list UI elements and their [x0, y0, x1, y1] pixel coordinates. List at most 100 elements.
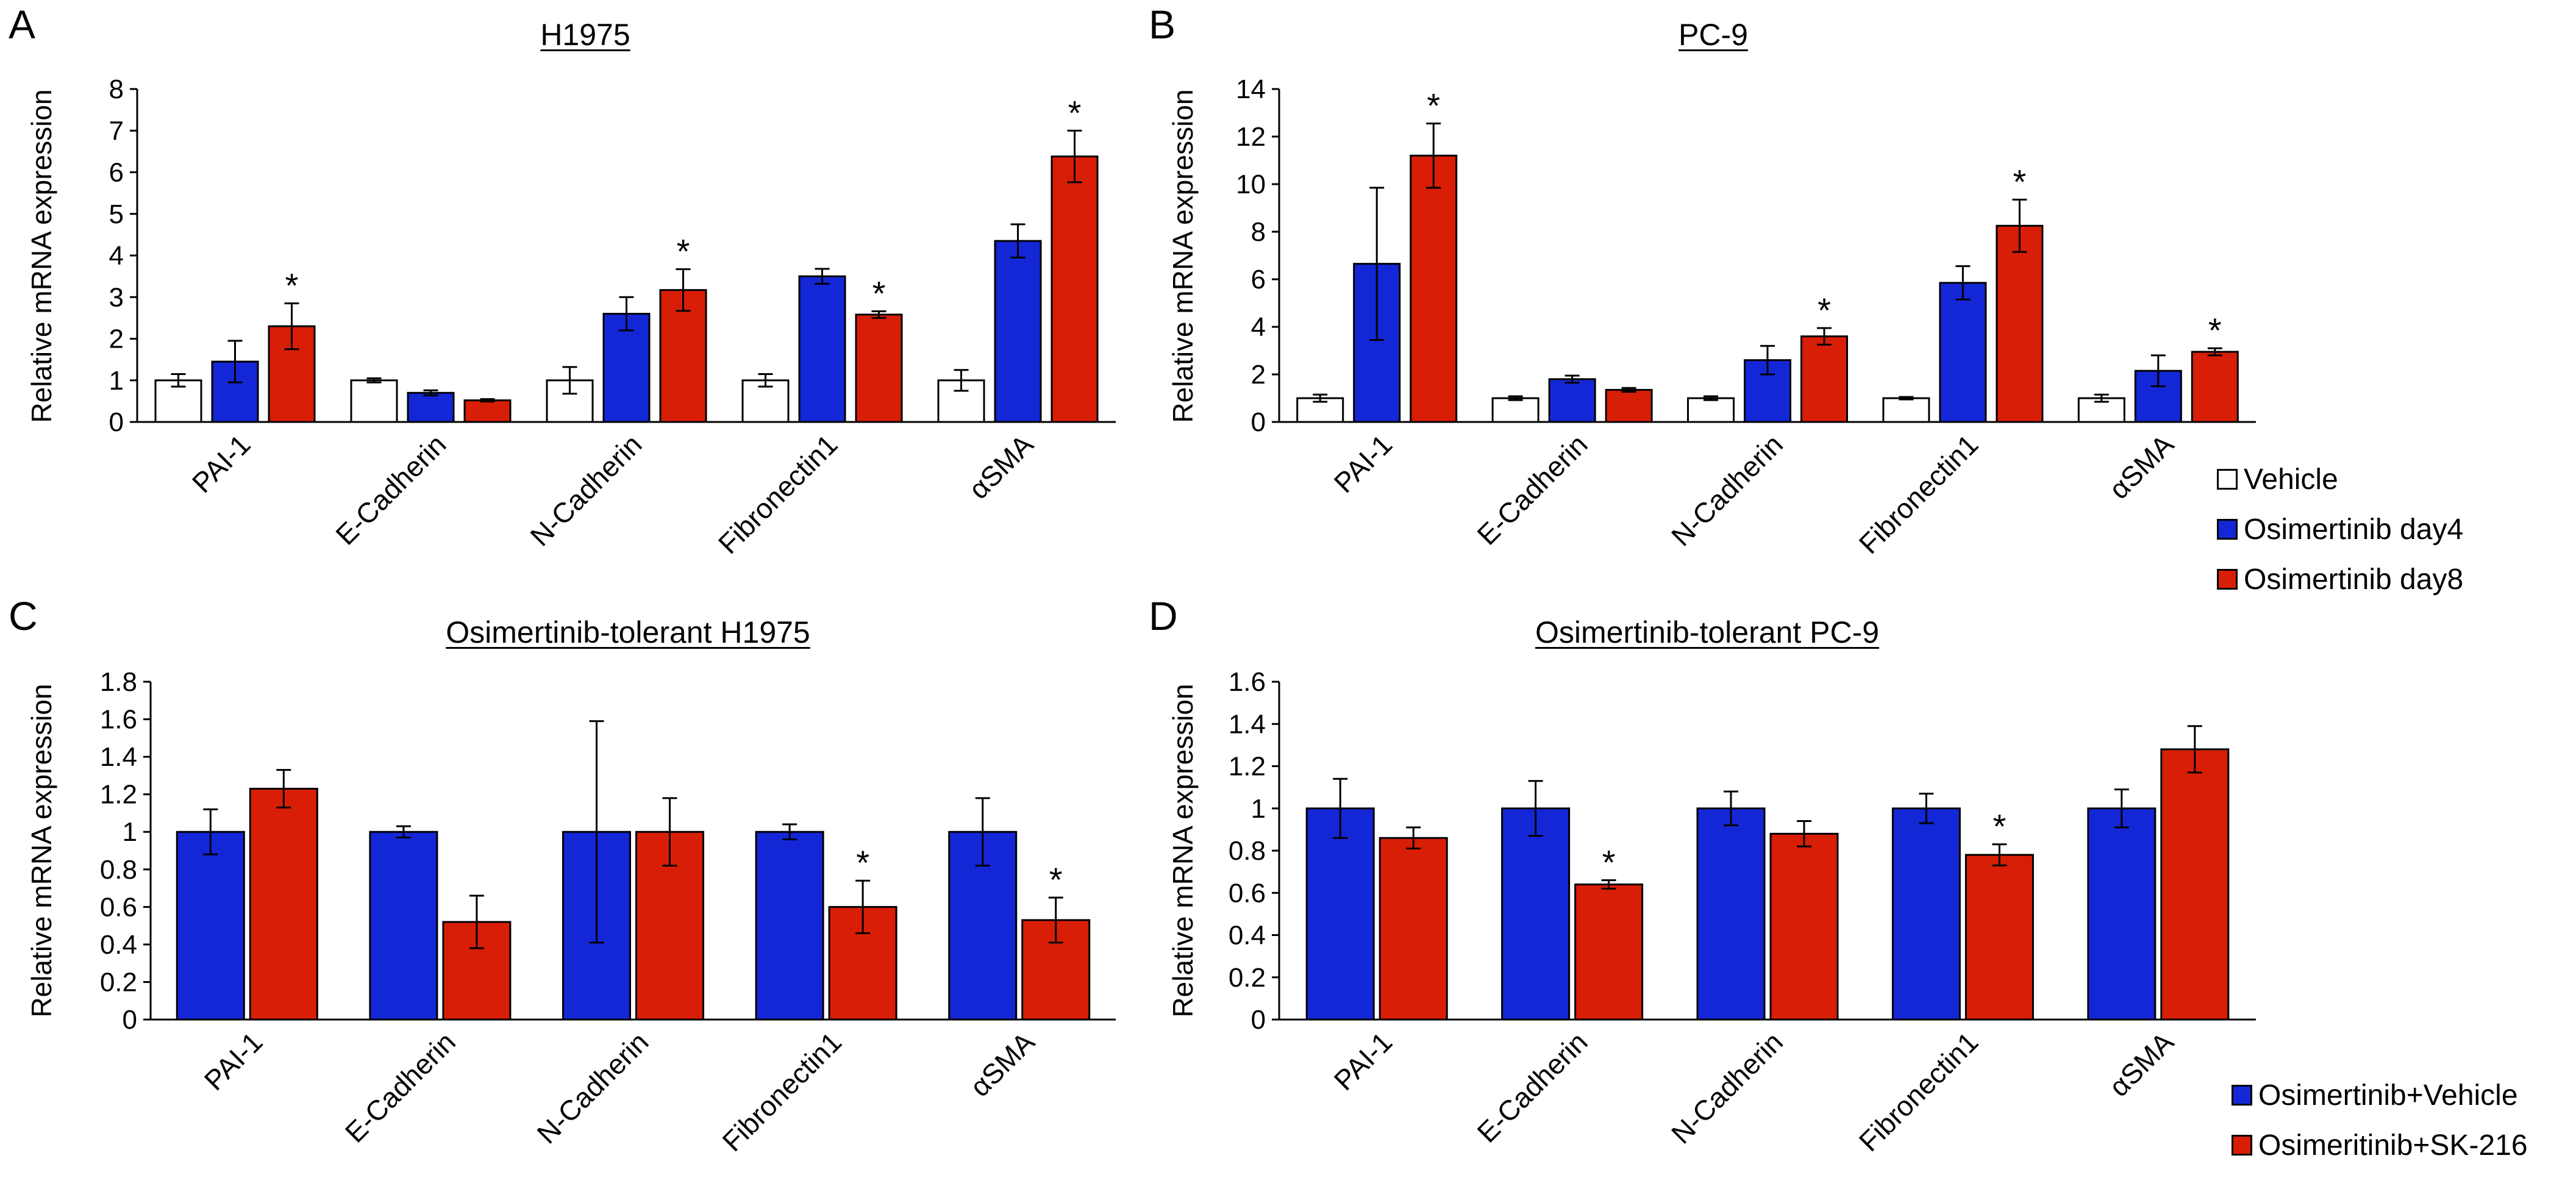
panel-letter-d: D — [1149, 593, 1178, 638]
bar-b-3-1 — [1939, 282, 1987, 423]
chart-title-a: H1975 — [540, 18, 630, 52]
significance-star-a-3-2: * — [872, 274, 886, 312]
significance-star-b-4-2: * — [2208, 311, 2222, 349]
y-tick-label-d-7: 1.4 — [1229, 709, 1266, 739]
bar-a-1-0 — [350, 379, 398, 423]
y-tick-label-b-0: 0 — [1251, 407, 1266, 437]
y-tick-label-c-2: 0.4 — [100, 930, 137, 960]
significance-star-d-1-1: * — [1602, 843, 1616, 881]
bar-a-4-1 — [994, 240, 1042, 423]
y-tick-label-a-3: 3 — [109, 282, 124, 312]
bar-b-1-0 — [1491, 397, 1540, 423]
bar-b-3-0 — [1882, 397, 1930, 423]
bar-b-2-0 — [1687, 397, 1735, 423]
bar-b-3-2 — [1996, 224, 2044, 423]
legend-swatch-osimertinib-day8 — [2217, 569, 2238, 590]
x-tick-label-a-0: PAI-1 — [186, 428, 257, 499]
y-tick-label-b-2: 4 — [1251, 312, 1266, 342]
x-tick-label-b-0: PAI-1 — [1328, 428, 1399, 499]
y-tick-label-b-7: 14 — [1236, 74, 1266, 104]
legend-item-vehicle: Vehicle — [2217, 461, 2463, 498]
y-tick-label-b-6: 12 — [1236, 122, 1266, 152]
bar-d-4-1 — [2160, 748, 2230, 1021]
bar-a-4-2 — [1051, 155, 1099, 423]
bar-a-2-1 — [602, 313, 651, 423]
legend-swatch-osimertinib-vehicle — [2232, 1085, 2252, 1106]
bar-d-3-1 — [1964, 854, 2034, 1021]
y-tick-label-d-2: 0.4 — [1229, 921, 1266, 951]
y-tick-label-d-0: 0 — [1251, 1005, 1266, 1035]
bar-c-0-1 — [249, 787, 318, 1021]
significance-star-a-2-2: * — [677, 232, 690, 271]
chart-title-b: PC-9 — [1679, 18, 1748, 52]
bar-a-1-1 — [407, 391, 455, 423]
y-tick-label-b-3: 6 — [1251, 265, 1266, 295]
bar-c-0-0 — [176, 831, 245, 1021]
y-tick-label-b-4: 8 — [1251, 217, 1266, 247]
chart-title-c: Osimertinib-tolerant H1975 — [446, 615, 810, 649]
legend-label-vehicle: Vehicle — [2244, 463, 2338, 496]
bar-d-2-0 — [1696, 807, 1766, 1021]
significance-star-b-0-2: * — [1427, 87, 1440, 125]
y-tick-label-b-5: 10 — [1236, 170, 1266, 199]
legend-swatch-vehicle — [2217, 469, 2238, 490]
x-tick-label-c-2: N-Cadherin — [530, 1026, 654, 1149]
y-axis-label-a: Relative mRNA expression — [26, 89, 57, 423]
bar-b-4-2 — [2191, 351, 2239, 423]
y-tick-label-c-9: 1.8 — [100, 667, 137, 697]
chart-title-d: Osimertinib-tolerant PC-9 — [1535, 615, 1880, 649]
panel-letter-c: C — [9, 593, 38, 638]
y-tick-label-d-4: 0.8 — [1229, 836, 1266, 866]
y-tick-label-a-5: 5 — [109, 199, 124, 229]
legend-label-osimeritinib-sk216: Osimeritinib+SK-216 — [2258, 1129, 2528, 1162]
x-tick-label-d-2: N-Cadherin — [1665, 1026, 1789, 1149]
bar-a-3-1 — [798, 275, 846, 423]
y-tick-label-a-7: 7 — [109, 116, 124, 146]
x-tick-label-b-3: Fibronectin1 — [1853, 428, 1985, 560]
y-tick-label-a-4: 4 — [109, 241, 124, 271]
bar-d-3-0 — [1891, 807, 1961, 1021]
x-tick-label-a-3: Fibronectin1 — [712, 428, 844, 560]
y-tick-label-a-1: 1 — [109, 366, 124, 396]
y-tick-label-b-1: 2 — [1251, 360, 1266, 390]
x-tick-label-c-1: E-Cadherin — [339, 1026, 462, 1148]
panel-letter-a: A — [9, 2, 36, 47]
bar-d-1-0 — [1501, 807, 1571, 1021]
x-tick-label-d-4: αSMA — [2103, 1026, 2180, 1102]
x-tick-label-c-3: Fibronectin1 — [716, 1026, 847, 1157]
bar-d-1-1 — [1574, 883, 1644, 1021]
bar-b-1-1 — [1548, 378, 1596, 423]
y-tick-label-a-0: 0 — [109, 407, 124, 437]
legend-item-osimeritinib-sk216: Osimeritinib+SK-216 — [2232, 1127, 2528, 1163]
significance-star-c-3-1: * — [856, 843, 869, 882]
legend-swatch-osimeritinib-sk216 — [2232, 1135, 2252, 1156]
y-tick-label-c-7: 1.4 — [100, 742, 137, 772]
y-tick-label-c-4: 0.8 — [100, 855, 137, 885]
x-tick-label-b-4: αSMA — [2103, 428, 2180, 505]
bar-d-2-1 — [1769, 832, 1839, 1021]
y-tick-label-c-5: 1 — [123, 817, 137, 847]
significance-star-b-3-2: * — [2013, 162, 2027, 201]
x-tick-label-a-4: αSMA — [963, 428, 1040, 505]
y-tick-label-a-8: 8 — [109, 74, 124, 104]
bar-a-2-2 — [659, 289, 707, 423]
x-tick-label-a-2: N-Cadherin — [524, 428, 648, 552]
y-tick-label-d-8: 1.6 — [1229, 667, 1266, 697]
legend-item-osimertinib-day8: Osimertinib day8 — [2217, 561, 2463, 598]
legend-item-osimertinib-vehicle: Osimertinib+Vehicle — [2232, 1077, 2528, 1113]
y-axis-label-c: Relative mRNA expression — [26, 684, 57, 1017]
bar-a-3-2 — [855, 313, 903, 423]
bar-b-0-2 — [1410, 154, 1458, 423]
y-axis-label-b: Relative mRNA expression — [1167, 89, 1199, 423]
bar-c-1-0 — [369, 831, 438, 1021]
panel-letter-b: B — [1149, 2, 1176, 47]
legend-time-course: Vehicle Osimertinib day4 Osimertinib day… — [2217, 461, 2463, 611]
bar-d-0-0 — [1305, 807, 1375, 1021]
bar-c-3-0 — [755, 831, 824, 1021]
x-tick-label-b-1: E-Cadherin — [1471, 428, 1593, 551]
y-tick-label-c-8: 1.6 — [100, 705, 137, 735]
y-tick-label-c-6: 1.2 — [100, 780, 137, 810]
y-tick-label-d-5: 1 — [1251, 794, 1266, 824]
